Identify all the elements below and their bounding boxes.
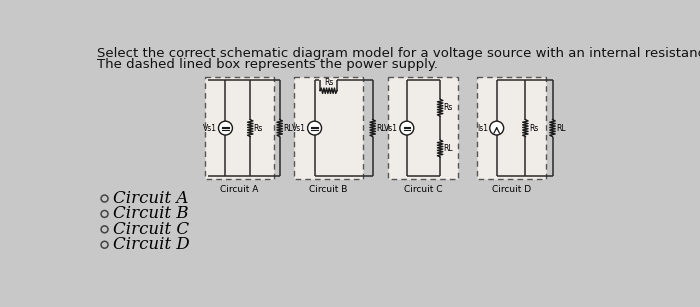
Text: Circuit D: Circuit D: [113, 236, 190, 253]
Text: Circuit B: Circuit B: [113, 205, 189, 223]
Text: The dashed lined box represents the power supply.: The dashed lined box represents the powe…: [97, 58, 438, 71]
Text: Rs: Rs: [529, 124, 538, 133]
Bar: [389, 77, 458, 179]
Text: Circuit A: Circuit A: [113, 190, 188, 207]
Circle shape: [307, 121, 321, 135]
Circle shape: [490, 121, 504, 135]
Bar: [477, 77, 546, 179]
Bar: [295, 77, 363, 179]
Text: Circuit A: Circuit A: [220, 185, 258, 194]
Text: Circuit B: Circuit B: [309, 185, 348, 194]
Text: Vs1: Vs1: [384, 124, 398, 133]
Text: Select the correct schematic diagram model for a voltage source with an internal: Select the correct schematic diagram mod…: [97, 47, 700, 60]
Text: Vs1: Vs1: [203, 124, 217, 133]
Text: Rs: Rs: [444, 103, 453, 112]
Text: RL: RL: [284, 124, 293, 133]
Circle shape: [218, 121, 232, 135]
Text: Circuit D: Circuit D: [492, 185, 531, 194]
Text: Is1: Is1: [477, 124, 488, 133]
Text: Vs1: Vs1: [292, 124, 306, 133]
Text: RL: RL: [376, 124, 386, 133]
Text: Circuit C: Circuit C: [404, 185, 442, 194]
Text: Rs: Rs: [253, 124, 263, 133]
Text: Circuit C: Circuit C: [113, 221, 189, 238]
Text: Rs: Rs: [324, 77, 333, 87]
Text: RL: RL: [444, 144, 453, 153]
Circle shape: [400, 121, 414, 135]
Bar: [205, 77, 274, 179]
Text: RL: RL: [556, 124, 566, 133]
